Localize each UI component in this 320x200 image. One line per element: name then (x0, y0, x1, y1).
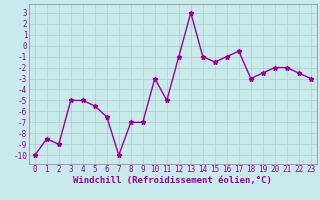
X-axis label: Windchill (Refroidissement éolien,°C): Windchill (Refroidissement éolien,°C) (73, 176, 272, 185)
